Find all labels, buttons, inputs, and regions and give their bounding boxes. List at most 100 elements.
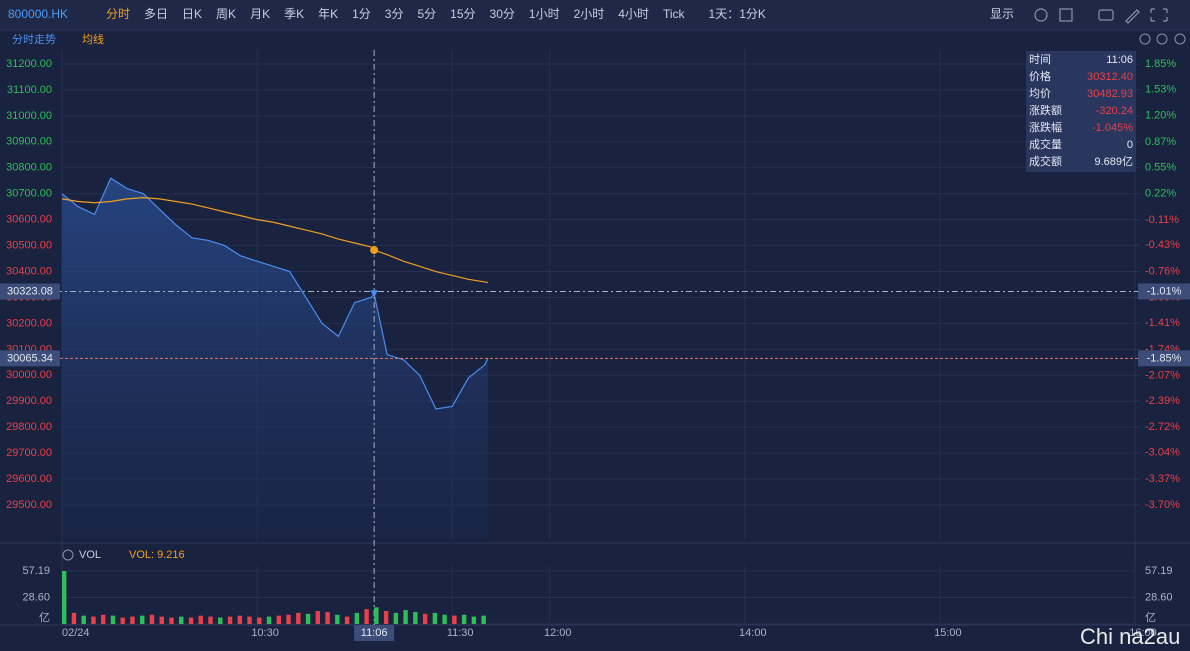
toolbar-item[interactable]: 年K	[318, 7, 338, 21]
symbol[interactable]: 800000.HK	[8, 7, 68, 21]
info-value: 11:06	[1106, 54, 1133, 66]
y2-tick-label: -3.37%	[1145, 473, 1180, 485]
edit-icon[interactable]	[1125, 9, 1140, 24]
y-tick-label: 30600.00	[6, 214, 52, 226]
x-tick-label: 15:00	[934, 627, 962, 639]
toolbar-item[interactable]: 5分	[417, 7, 436, 21]
y-tick-label: 29900.00	[6, 395, 52, 407]
toolbar-item[interactable]: 周K	[216, 7, 236, 21]
volume-bar	[296, 612, 301, 624]
zoom-in[interactable]	[1174, 33, 1186, 45]
info-value: 0	[1127, 139, 1133, 151]
toolbar-item[interactable]: 4小时	[618, 7, 649, 21]
toolbar-item[interactable]: 1分	[352, 7, 371, 21]
toolbar-item[interactable]: 季K	[284, 7, 304, 21]
info-value: 30312.40	[1087, 71, 1133, 83]
info-value: -1.045%	[1092, 122, 1133, 134]
camera-icon[interactable]	[1098, 9, 1114, 21]
volume-bar	[354, 612, 360, 624]
y-tick-label: 30400.00	[6, 265, 52, 277]
volume-bar	[481, 615, 486, 624]
info-value: 9.689亿	[1094, 155, 1133, 168]
info-value: -320.24	[1096, 105, 1133, 117]
average-line	[61, 196, 489, 284]
info-label: 时间	[1029, 53, 1051, 66]
volume-bar	[159, 616, 164, 624]
toolbar-item[interactable]: 15分	[450, 7, 475, 21]
last-price-y2-label-box	[1138, 350, 1190, 367]
info-label: 价格	[1029, 69, 1051, 83]
y-tick-label: 30200.00	[6, 317, 52, 329]
legend-entry[interactable]: 分时走势	[12, 33, 56, 46]
info-label: 涨跌幅	[1029, 120, 1062, 134]
toolbar-item[interactable]: 30分	[490, 7, 515, 21]
volume-bar	[413, 611, 418, 624]
y-tick-label: 30000.00	[6, 369, 52, 381]
info-value: 30482.93	[1087, 88, 1133, 100]
x-tick-label: 02/24	[62, 627, 90, 639]
toolbar-icons	[1034, 8, 1168, 24]
volume-bar	[101, 614, 106, 624]
toolbar-item[interactable]: 月K	[250, 7, 270, 21]
toolbar-item[interactable]: 1天：1分K	[709, 7, 766, 21]
vol-tick-label: 28.60	[22, 591, 50, 603]
volume-bar	[266, 616, 272, 624]
last-price-y2-label: -1.85%	[1147, 352, 1182, 364]
fullscreen-icon[interactable]	[1150, 8, 1168, 22]
y2-tick-label: -0.11%	[1145, 214, 1179, 226]
y-tick-label: 30700.00	[6, 188, 52, 200]
info-label: 成交额	[1029, 154, 1062, 168]
crosshair-x-label: 11:06	[361, 627, 388, 639]
y2-tick-label: -2.72%	[1145, 421, 1180, 433]
x-tick-label: 10:30	[251, 627, 279, 639]
volume-bar	[286, 614, 291, 624]
average-point	[370, 246, 379, 255]
volume-bar	[110, 615, 116, 624]
checkbox[interactable]	[1059, 8, 1073, 22]
y2-tick-label: 0.55%	[1145, 161, 1176, 173]
y2-tick-label: -0.43%	[1145, 239, 1180, 251]
close-vol[interactable]	[62, 549, 74, 561]
y2-tick-label: -1.41%	[1145, 317, 1180, 329]
legend-entry[interactable]: 均线	[82, 32, 104, 46]
panel-controls	[1139, 33, 1186, 45]
volume-bar	[198, 615, 203, 624]
toolbar-item[interactable]: 3分	[385, 7, 404, 21]
y-tick-label: 29600.00	[6, 473, 52, 485]
y-tick-label: 29700.00	[6, 447, 52, 459]
zoom-out[interactable]	[1156, 33, 1168, 45]
toolbar-item[interactable]: 多日	[144, 7, 168, 21]
volume-bar	[81, 615, 86, 624]
volume-bar	[432, 612, 438, 624]
y-tick-label: 31000.00	[6, 110, 52, 122]
settings-icon[interactable]	[1034, 8, 1048, 22]
info-panel: 时间 11:06 价格 30312.40 均价 30482.93 涨跌额 -320.24 涨跌幅…	[1026, 51, 1136, 172]
volume-bar	[325, 611, 330, 624]
volume-bar	[364, 609, 369, 624]
display-menu[interactable]: 显示	[990, 7, 1014, 21]
y-tick-label: 30800.00	[6, 162, 52, 174]
toolbar-items: 分时 多日 日K 周K 月K 季K 年K 1分 3分 5分 15分 30分 1小时 2小时 4小时 Tick 1…	[106, 7, 766, 21]
toolbar-item[interactable]: 日K	[182, 7, 202, 21]
info-label: 涨跌额	[1029, 103, 1062, 117]
volume-bar	[442, 614, 447, 624]
y2-tick-label: -2.39%	[1145, 395, 1180, 407]
volume-bar	[179, 616, 184, 624]
toolbar-item[interactable]: Tick	[663, 7, 686, 21]
volume-bar	[130, 616, 135, 624]
y-tick-label: 30900.00	[6, 136, 52, 148]
volume-bar	[315, 611, 321, 624]
volume-bar	[393, 612, 399, 624]
toolbar-item[interactable]: 1小时	[529, 7, 560, 21]
volume-bar	[188, 617, 194, 624]
volume-bar	[120, 617, 125, 624]
y2-tick-label: -3.04%	[1145, 447, 1180, 459]
settings-small[interactable]	[1139, 33, 1151, 45]
volume-bar	[218, 617, 223, 624]
y-tick-label: 29500.00	[6, 499, 52, 511]
toolbar-item[interactable]: 2小时	[574, 7, 605, 21]
toolbar-item[interactable]: 分时	[106, 7, 130, 21]
volume-bar	[140, 615, 145, 624]
y2-tick-label: -2.07%	[1145, 370, 1180, 382]
